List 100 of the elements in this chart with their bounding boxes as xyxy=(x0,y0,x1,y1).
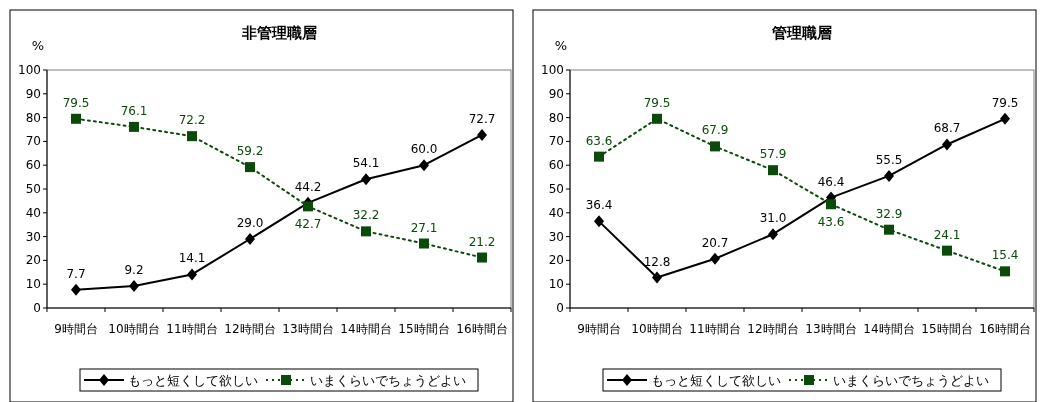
legend-label: もっと短くして欲しい xyxy=(128,373,258,388)
point xyxy=(594,215,604,228)
data-label: 32.2 xyxy=(352,208,380,223)
y-tick-label: 60 xyxy=(25,158,41,173)
y-tick-label: 70 xyxy=(25,134,41,149)
y-tick-label: 50 xyxy=(25,182,41,196)
data-label: 7.7 xyxy=(66,266,86,281)
point xyxy=(768,165,778,176)
y-tick-label: 80 xyxy=(548,110,564,125)
data-label: 79.5 xyxy=(62,95,90,110)
y-axis-title: % xyxy=(554,38,568,53)
point xyxy=(245,162,255,173)
point xyxy=(652,113,662,124)
point xyxy=(884,224,894,235)
point xyxy=(652,271,662,284)
point xyxy=(826,199,836,210)
data-label: 79.5 xyxy=(991,95,1019,110)
y-tick-label: 50 xyxy=(548,182,564,196)
point xyxy=(361,226,371,237)
point xyxy=(884,169,894,182)
y-tick-label: 70 xyxy=(548,134,564,149)
data-label: 36.4 xyxy=(585,198,613,213)
chart-title: 管理職層 xyxy=(771,24,832,42)
point xyxy=(71,113,81,124)
y-tick-label: 40 xyxy=(25,205,41,220)
data-label: 72.2 xyxy=(178,113,206,128)
x-tick-label: 12時間台 xyxy=(747,322,799,336)
point xyxy=(71,283,81,296)
data-label: 55.5 xyxy=(875,152,903,167)
chart-title: 非管理職層 xyxy=(240,24,317,42)
y-tick-label: 90 xyxy=(25,86,41,101)
x-tick-label: 14時間台 xyxy=(340,322,392,336)
point xyxy=(477,252,487,263)
x-tick-label: 13時間台 xyxy=(805,322,857,336)
data-label: 21.2 xyxy=(468,234,496,249)
point xyxy=(1000,112,1010,125)
y-tick-label: 10 xyxy=(548,277,564,292)
data-label: 72.7 xyxy=(468,111,496,126)
point xyxy=(942,138,952,151)
x-tick-label: 9時間台 xyxy=(577,322,621,336)
point xyxy=(477,128,487,141)
point xyxy=(419,238,429,249)
data-label: 20.7 xyxy=(701,235,729,250)
data-label: 59.2 xyxy=(236,144,264,159)
data-label: 9.2 xyxy=(124,263,144,278)
data-label: 27.1 xyxy=(410,220,438,235)
data-label: 44.2 xyxy=(294,179,322,194)
data-label: 76.1 xyxy=(120,103,148,118)
data-label: 42.7 xyxy=(294,217,322,232)
point xyxy=(942,245,952,256)
data-label: 54.1 xyxy=(352,156,380,171)
data-label: 31.0 xyxy=(759,211,787,226)
y-tick-label: 80 xyxy=(25,110,41,125)
point xyxy=(129,280,139,293)
data-label: 43.6 xyxy=(817,215,845,230)
x-tick-label: 9時間台 xyxy=(54,322,98,336)
y-tick-label: 0 xyxy=(556,301,564,315)
point xyxy=(129,121,139,132)
data-label: 46.4 xyxy=(817,174,845,189)
data-label: 32.9 xyxy=(875,206,903,221)
y-tick-label: 20 xyxy=(25,253,41,268)
data-label: 68.7 xyxy=(933,121,961,136)
y-tick-label: 30 xyxy=(25,229,41,244)
x-tick-label: 16時間台 xyxy=(456,322,508,336)
x-tick-label: 14時間台 xyxy=(863,322,915,336)
x-tick-label: 10時間台 xyxy=(108,322,160,336)
x-tick-label: 16時間台 xyxy=(979,322,1031,336)
point xyxy=(187,268,197,281)
x-tick-label: 15時間台 xyxy=(921,322,973,336)
legend-label: いまくらいでちょうどよい xyxy=(310,373,466,388)
y-tick-label: 40 xyxy=(548,205,564,220)
x-tick-label: 11時間台 xyxy=(689,322,741,336)
data-label: 79.5 xyxy=(643,95,671,110)
point xyxy=(419,159,429,172)
x-tick-label: 11時間台 xyxy=(166,322,218,336)
y-tick-label: 60 xyxy=(548,158,564,173)
y-tick-label: 10 xyxy=(25,277,41,292)
y-tick-label: 30 xyxy=(548,229,564,244)
data-label: 60.0 xyxy=(410,142,438,157)
x-tick-label: 12時間台 xyxy=(224,322,276,336)
y-tick-label: 100 xyxy=(18,63,41,77)
data-label: 29.0 xyxy=(236,215,264,230)
y-tick-label: 0 xyxy=(33,301,41,315)
data-label: 24.1 xyxy=(933,227,961,242)
y-tick-label: 20 xyxy=(548,253,564,268)
point xyxy=(710,252,720,265)
y-tick-label: 100 xyxy=(541,63,564,77)
point xyxy=(303,201,313,212)
data-label: 67.9 xyxy=(701,123,729,138)
data-label: 57.9 xyxy=(759,147,787,162)
point xyxy=(361,173,371,186)
x-tick-label: 13時間台 xyxy=(282,322,334,336)
data-label: 14.1 xyxy=(178,251,206,266)
point xyxy=(245,232,255,245)
x-tick-label: 15時間台 xyxy=(398,322,450,336)
y-axis-title: % xyxy=(31,38,45,53)
point xyxy=(187,131,197,142)
data-label: 12.8 xyxy=(643,254,671,269)
legend-label: もっと短くして欲しい xyxy=(651,373,781,388)
x-tick-label: 10時間台 xyxy=(631,322,683,336)
